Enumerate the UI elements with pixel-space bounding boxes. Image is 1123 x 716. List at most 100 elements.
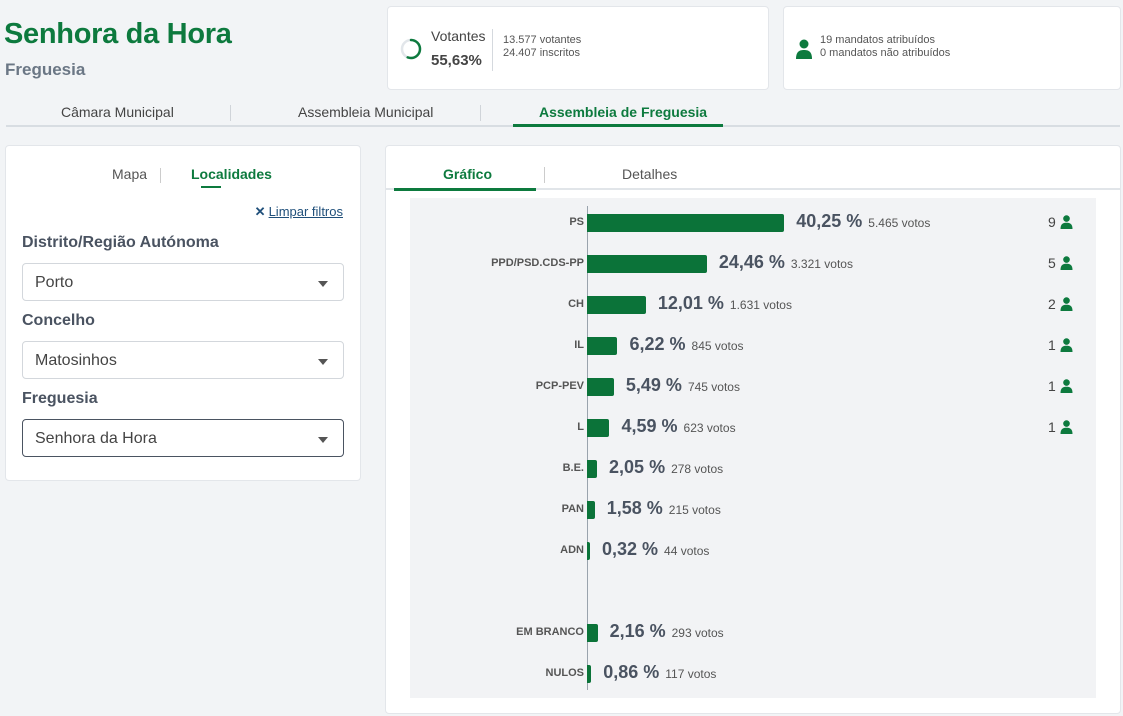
district-value: Porto xyxy=(35,274,74,291)
party-label: PS xyxy=(569,216,584,228)
person-icon xyxy=(1060,379,1073,393)
registered-count: 24.407 inscritos xyxy=(503,47,581,59)
results-chart: PS 40,25 % 5.465 votos 9 PPD/PSD.CDS-PP 24,46… xyxy=(410,198,1096,698)
tab-assembleia-municipal[interactable]: Assembleia Municipal xyxy=(298,104,434,120)
district-select[interactable]: Porto xyxy=(22,263,344,301)
result-votes: 1.631 votos xyxy=(729,298,792,312)
council-select[interactable]: Matosinhos xyxy=(22,341,344,379)
chevron-down-icon xyxy=(318,281,328,287)
tab-grafico[interactable]: Gráfico xyxy=(443,166,493,182)
result-votes: 745 votos xyxy=(687,380,740,394)
tab-assembleia-freguesia[interactable]: Assembleia de Freguesia xyxy=(539,104,708,120)
party-label: PAN xyxy=(561,503,584,515)
divider xyxy=(160,168,161,183)
chart-axis xyxy=(587,206,588,690)
person-icon xyxy=(1060,420,1073,434)
divider xyxy=(480,105,481,121)
party-label: PPD/PSD.CDS-PP xyxy=(491,257,584,269)
result-bar xyxy=(587,460,598,478)
result-bar xyxy=(587,378,614,396)
result-votes: 293 votos xyxy=(671,626,724,640)
seats-card: 19 mandatos atribuídos 0 mandatos não at… xyxy=(783,6,1121,90)
divider xyxy=(492,29,493,71)
result-row: B.E. 2,05 % 278 votos xyxy=(410,454,1096,484)
result-percent: 5,49 % xyxy=(625,375,682,395)
result-percent: 4,59 % xyxy=(621,416,678,436)
person-icon xyxy=(1060,338,1073,352)
election-tabs: Câmara Municipal Assembleia Municipal As… xyxy=(6,98,1120,130)
result-value-group: 4,59 % 623 votos xyxy=(621,416,735,437)
chevron-down-icon xyxy=(318,359,328,365)
seats-unassigned: 0 mandatos não atribuídos xyxy=(820,47,951,59)
seats-assigned: 19 mandatos atribuídos xyxy=(820,34,935,46)
tab-localidades[interactable]: Localidades xyxy=(191,166,272,182)
result-bar xyxy=(587,624,598,642)
divider xyxy=(544,167,545,183)
result-bar xyxy=(587,337,618,355)
result-row: CH 12,01 % 1.631 votos 2 xyxy=(410,290,1096,320)
result-percent: 0,32 % xyxy=(602,539,659,559)
result-votes: 278 votos xyxy=(671,462,724,476)
clear-filters-link[interactable]: ✕ Limpar filtros xyxy=(255,204,343,220)
party-label: B.E. xyxy=(562,462,584,474)
parish-select[interactable]: Senhora da Hora xyxy=(22,419,344,457)
party-label: EM BRANCO xyxy=(516,626,584,638)
seat-count: 1 xyxy=(1048,378,1056,394)
voters-count: 13.577 votantes xyxy=(503,34,582,46)
result-value-group: 24,46 % 3.321 votos xyxy=(719,252,853,273)
result-votes: 623 votos xyxy=(683,421,736,435)
result-value-group: 1,58 % 215 votos xyxy=(607,498,721,519)
turnout-label: Votantes xyxy=(431,28,486,44)
council-value: Matosinhos xyxy=(35,352,117,369)
page-title: Senhora da Hora xyxy=(4,18,232,50)
result-bar xyxy=(587,214,785,232)
result-percent: 1,58 % xyxy=(606,498,663,518)
tab-detalhes[interactable]: Detalhes xyxy=(622,166,678,182)
seat-count: 9 xyxy=(1048,214,1056,230)
result-votes: 845 votos xyxy=(691,339,744,353)
seat-count: 5 xyxy=(1048,255,1056,271)
seat-count: 1 xyxy=(1048,419,1056,435)
result-bar xyxy=(587,501,595,519)
result-percent: 12,01 % xyxy=(657,293,724,313)
result-row: EM BRANCO 2,16 % 293 votos xyxy=(410,618,1096,648)
chevron-down-icon xyxy=(318,437,328,443)
result-row: PPD/PSD.CDS-PP 24,46 % 3.321 votos 5 xyxy=(410,249,1096,279)
seat-count: 2 xyxy=(1048,296,1056,312)
result-value-group: 2,05 % 278 votos xyxy=(609,457,723,478)
result-value-group: 2,16 % 293 votos xyxy=(610,621,724,642)
tab-camara-municipal[interactable]: Câmara Municipal xyxy=(61,104,174,120)
turnout-percent: 55,63% xyxy=(431,52,482,69)
page-subtitle: Freguesia xyxy=(5,60,86,79)
clear-filters-label: Limpar filtros xyxy=(268,204,343,219)
progress-ring-icon xyxy=(400,38,422,60)
result-votes: 117 votos xyxy=(665,667,717,681)
parish-label: Freguesia xyxy=(22,390,98,407)
person-icon xyxy=(1060,256,1073,270)
party-label: CH xyxy=(568,298,584,310)
result-value-group: 6,22 % 845 votos xyxy=(629,334,743,355)
result-votes: 44 votos xyxy=(664,544,710,558)
result-bar xyxy=(587,665,592,683)
result-percent: 2,05 % xyxy=(609,457,666,477)
result-votes: 3.321 votos xyxy=(790,257,853,271)
person-icon xyxy=(796,39,812,59)
result-percent: 40,25 % xyxy=(796,211,863,231)
filter-panel: Mapa Localidades ✕ Limpar filtros Distrit… xyxy=(5,145,361,481)
result-bar xyxy=(587,296,646,314)
result-row: PS 40,25 % 5.465 votos 9 xyxy=(410,208,1096,238)
result-percent: 2,16 % xyxy=(609,621,666,641)
district-label: Distrito/Região Autónoma xyxy=(22,234,219,251)
person-icon xyxy=(1060,215,1073,229)
result-votes: 5.465 votos xyxy=(868,216,931,230)
result-row: PCP-PEV 5,49 % 745 votos 1 xyxy=(410,372,1096,402)
seat-count: 1 xyxy=(1048,337,1056,353)
result-percent: 6,22 % xyxy=(629,334,686,354)
result-bar xyxy=(587,542,590,560)
tabs-rule xyxy=(386,188,1120,190)
tab-mapa[interactable]: Mapa xyxy=(112,166,148,182)
result-value-group: 0,32 % 44 votos xyxy=(602,539,709,560)
result-value-group: 40,25 % 5.465 votos xyxy=(796,211,930,232)
result-row: PAN 1,58 % 215 votos xyxy=(410,495,1096,525)
party-label: ADN xyxy=(560,544,584,556)
